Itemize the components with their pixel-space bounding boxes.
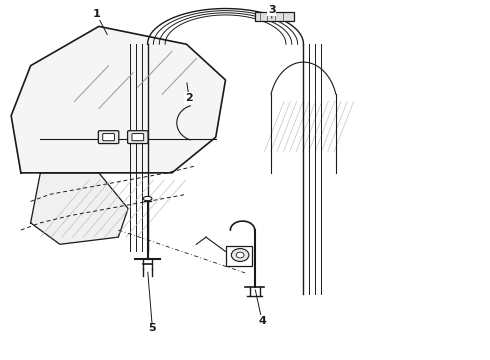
- Bar: [225, 246, 252, 266]
- FancyBboxPatch shape: [127, 131, 148, 144]
- Bar: [255, 12, 294, 21]
- Polygon shape: [11, 26, 225, 173]
- Ellipse shape: [143, 197, 152, 201]
- FancyBboxPatch shape: [103, 134, 115, 141]
- Circle shape: [236, 252, 244, 258]
- Text: 5: 5: [148, 323, 156, 333]
- Circle shape: [231, 249, 249, 261]
- Text: 1: 1: [93, 9, 100, 19]
- Polygon shape: [30, 173, 128, 244]
- Text: 2: 2: [185, 93, 193, 103]
- FancyBboxPatch shape: [98, 131, 119, 144]
- FancyBboxPatch shape: [132, 134, 144, 141]
- Text: 4: 4: [258, 316, 266, 326]
- Text: 3: 3: [268, 5, 275, 15]
